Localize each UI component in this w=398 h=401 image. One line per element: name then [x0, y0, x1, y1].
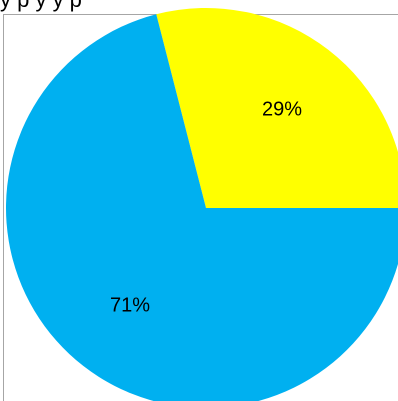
data-label-29-percent: 29%	[262, 98, 302, 120]
data-label-71-percent: 71%	[110, 294, 150, 316]
